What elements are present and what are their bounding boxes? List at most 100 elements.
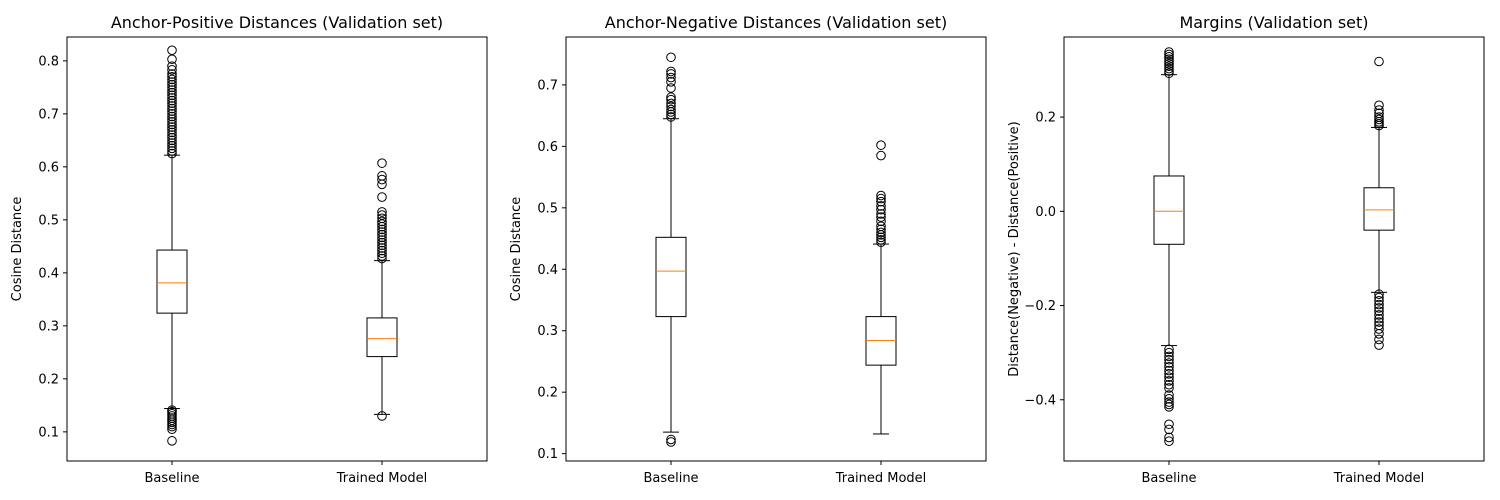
y-tick-label: 0.7	[537, 78, 558, 93]
outlier-point	[876, 221, 886, 232]
outlier-point	[167, 109, 177, 119]
outlier-point	[1164, 424, 1174, 435]
outlier-point	[876, 140, 886, 150]
outlier-point	[1374, 324, 1384, 334]
outlier-point	[377, 235, 387, 245]
outlier-point	[377, 227, 387, 237]
outlier-point	[666, 92, 676, 103]
outlier-point	[1374, 100, 1384, 111]
y-tick-label: 0.4	[38, 266, 59, 281]
outlier-point	[1164, 383, 1174, 393]
outlier-point	[1374, 303, 1384, 313]
outlier-point	[1374, 313, 1384, 324]
box-iqr	[1363, 187, 1395, 231]
outlier-point	[167, 138, 177, 148]
outlier-point	[1374, 320, 1384, 331]
outlier-point	[1164, 436, 1174, 447]
outlier-point	[167, 45, 177, 56]
outlier-point	[377, 207, 387, 217]
y-tick-label: 0.7	[38, 107, 59, 122]
outlier-point	[1164, 66, 1174, 76]
y-tick-label: −0.4	[1024, 393, 1056, 408]
outlier-point	[666, 69, 676, 79]
outlier-point	[167, 127, 177, 138]
outlier-point	[377, 253, 387, 264]
outlier-point	[167, 146, 177, 156]
x-tick-label: Baseline	[643, 471, 698, 486]
outlier-point	[1164, 61, 1174, 72]
box-iqr	[366, 317, 398, 358]
outlier-point	[377, 171, 387, 181]
outlier-point	[1374, 289, 1384, 300]
outlier-point	[876, 190, 886, 201]
outlier-point	[876, 204, 886, 215]
outlier-point	[666, 83, 676, 93]
y-tick-label: 0.1	[537, 447, 558, 462]
outlier-point	[1164, 432, 1174, 443]
outlier-point	[1164, 54, 1174, 64]
plot-frame	[1063, 36, 1485, 462]
outlier-point	[876, 193, 886, 204]
outlier-point	[1164, 49, 1174, 60]
outlier-point	[167, 117, 177, 127]
outlier-point	[1374, 317, 1384, 327]
box-iqr	[1153, 175, 1185, 245]
outlier-point	[666, 98, 676, 109]
outlier-point	[1164, 68, 1174, 79]
outlier-point	[377, 216, 387, 227]
outlier-point	[167, 101, 177, 111]
outlier-point	[876, 212, 886, 222]
outlier-point	[167, 87, 177, 98]
outlier-point	[876, 234, 886, 245]
outlier-point	[666, 437, 676, 447]
outlier-point	[876, 209, 886, 219]
outlier-point	[167, 132, 177, 143]
outlier-point	[377, 251, 387, 261]
outlier-point	[167, 71, 177, 82]
outlier-point	[666, 66, 676, 77]
outlier-point	[876, 227, 886, 238]
outlier-point	[167, 74, 177, 85]
outlier-point	[167, 405, 177, 415]
y-tick-label: 0.3	[537, 324, 558, 339]
outlier-point	[1374, 105, 1384, 115]
outlier-point	[167, 82, 177, 93]
outlier-point	[167, 95, 177, 106]
outlier-point	[666, 52, 676, 63]
outlier-point	[1164, 344, 1174, 355]
y-tick-label: 0.5	[38, 213, 59, 228]
outlier-point	[666, 77, 676, 87]
outlier-point	[1374, 56, 1384, 67]
box-iqr	[655, 236, 687, 318]
outlier-point	[167, 90, 177, 101]
outlier-point	[377, 210, 387, 220]
outlier-point	[1164, 369, 1174, 379]
outlier-point	[377, 411, 387, 421]
outlier-point	[1374, 292, 1384, 303]
outlier-point	[167, 122, 177, 132]
outlier-point	[1164, 402, 1174, 412]
y-axis-label: Cosine Distance	[509, 197, 524, 302]
outlier-point	[377, 192, 387, 202]
outlier-point	[377, 232, 387, 243]
outlier-point	[167, 61, 177, 71]
outlier-point	[167, 103, 177, 114]
outlier-point	[167, 106, 177, 116]
outlier-point	[876, 224, 886, 235]
outlier-point	[377, 240, 387, 251]
outlier-point	[167, 93, 177, 103]
x-tick-label: Trained Model	[336, 471, 428, 486]
chart-title: Anchor-Positive Distances (Validation se…	[111, 13, 443, 32]
outlier-point	[666, 104, 676, 115]
outlier-point	[1164, 347, 1174, 358]
outlier-point	[377, 243, 387, 253]
y-tick-label: 0.8	[38, 54, 59, 69]
outlier-point	[1164, 56, 1174, 67]
outlier-point	[167, 148, 177, 159]
outlier-point	[666, 109, 676, 120]
plot-frame	[565, 36, 987, 462]
outlier-point	[377, 158, 387, 168]
outlier-point	[1164, 390, 1174, 400]
outlier-point	[167, 119, 177, 130]
